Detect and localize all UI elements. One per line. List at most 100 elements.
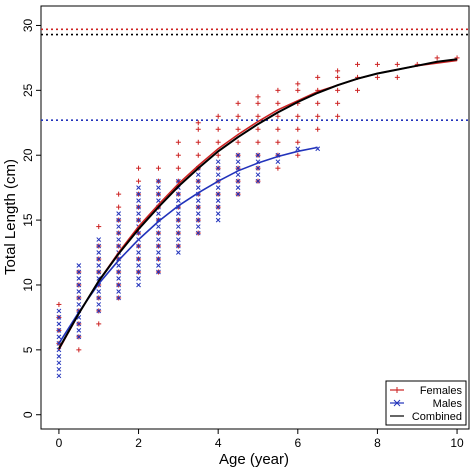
- males-point-122: [255, 165, 261, 171]
- males-point-101: [195, 172, 201, 178]
- legend-label-females: Females: [420, 385, 463, 397]
- males-point-95: [195, 211, 201, 216]
- males-point-110: [215, 172, 221, 178]
- legend-label-males: Males: [433, 398, 463, 410]
- males-point-107: [215, 191, 221, 197]
- males-point-113: [235, 191, 241, 197]
- males-point-67: [156, 256, 161, 262]
- females-point-62: [195, 139, 201, 145]
- females-point-69: [215, 152, 221, 158]
- males-point-25: [96, 295, 102, 301]
- males-point-93: [195, 224, 201, 229]
- legend-item-males: Males: [390, 398, 462, 410]
- females-point-70: [215, 139, 221, 145]
- males-point-7: [56, 328, 62, 333]
- males-point-71: [156, 230, 161, 236]
- x-tick-label-2: 2: [135, 436, 142, 450]
- males-curve: [58, 146, 318, 344]
- males-point-55: [136, 243, 141, 249]
- x-tick-label-6: 6: [294, 436, 301, 450]
- males-point-68: [156, 250, 161, 255]
- females-point-11: [96, 321, 102, 327]
- females-point-108: [335, 113, 341, 119]
- plot-frame: [40, 5, 470, 430]
- males-point-47: [116, 217, 121, 223]
- males-point-88: [176, 198, 181, 203]
- males-point-69: [156, 243, 161, 249]
- males-point-127: [295, 146, 301, 152]
- males-point-70: [156, 237, 161, 242]
- males-point-66: [156, 263, 161, 268]
- males-point-12: [76, 328, 82, 333]
- females-point-64: [195, 120, 201, 126]
- males-point-61: [136, 204, 141, 210]
- males-point-120: [255, 178, 261, 184]
- females-point-103: [315, 126, 321, 132]
- males-point-63: [136, 191, 141, 197]
- males-point-41: [116, 256, 121, 262]
- reference-lines: [41, 28, 469, 121]
- males-point-92: [195, 230, 201, 236]
- males-point-35: [116, 295, 121, 301]
- females-point-112: [335, 68, 341, 74]
- males-point-30: [96, 263, 102, 268]
- males-point-116: [235, 172, 241, 178]
- males-point-72: [156, 224, 161, 229]
- females-point-84: [255, 139, 261, 145]
- females-point-110: [335, 87, 341, 93]
- males-point-40: [116, 263, 121, 268]
- females-point-3: [56, 301, 62, 307]
- males-point-36: [116, 289, 121, 294]
- legend-item-combined: Combined: [390, 411, 462, 423]
- males-point-13: [76, 321, 82, 327]
- males-point-38: [116, 276, 121, 281]
- males-point-114: [235, 185, 241, 191]
- males-point-31: [96, 256, 102, 262]
- females-point-53: [175, 152, 181, 158]
- females-point-27: [116, 191, 122, 197]
- males-point-77: [156, 191, 161, 197]
- females-point-88: [255, 94, 261, 100]
- males-point-22: [76, 263, 82, 268]
- females-point-94: [275, 100, 281, 106]
- males-point-105: [215, 204, 221, 210]
- females-point-78: [235, 126, 241, 132]
- y-tick-label-10: 10: [21, 278, 35, 292]
- females-point-79: [235, 113, 241, 119]
- males-point-0: [56, 373, 62, 379]
- males-point-60: [136, 211, 141, 216]
- females-point-121: [434, 55, 440, 61]
- males-point-1: [56, 366, 62, 372]
- y-tick-label-15: 15: [21, 213, 35, 227]
- males-point-10: [56, 308, 62, 314]
- males-point-99: [195, 185, 201, 191]
- females-point-115: [355, 61, 361, 67]
- females-point-96: [295, 152, 301, 158]
- males-point-106: [215, 198, 221, 203]
- males-point-46: [116, 224, 121, 229]
- males-point-115: [235, 178, 241, 184]
- females-point-85: [255, 126, 261, 132]
- x-tick-label-4: 4: [215, 436, 222, 450]
- x-tick-label-0: 0: [56, 436, 63, 450]
- females-point-52: [175, 165, 181, 171]
- males-point-76: [156, 198, 161, 203]
- males-point-65: [156, 269, 161, 275]
- y-axis-title: Total Length (cm): [2, 159, 19, 275]
- females-point-45: [155, 165, 161, 171]
- males-point-80: [176, 250, 181, 255]
- females-point-99: [295, 113, 301, 119]
- y-axis: 0 5 10 15 20 25 30: [21, 18, 41, 418]
- legend-label-combined: Combined: [412, 411, 462, 423]
- females-point-102: [295, 81, 301, 87]
- males-point-50: [136, 276, 141, 281]
- males-point-8: [56, 321, 62, 327]
- males-point-112: [215, 159, 221, 165]
- males-point-84: [176, 224, 181, 229]
- males-point-125: [275, 159, 281, 165]
- females-point-36: [136, 165, 142, 171]
- males-point-43: [116, 243, 121, 249]
- males-point-51: [136, 269, 141, 275]
- females-point-97: [295, 139, 301, 145]
- y-tick-label-30: 30: [21, 18, 35, 32]
